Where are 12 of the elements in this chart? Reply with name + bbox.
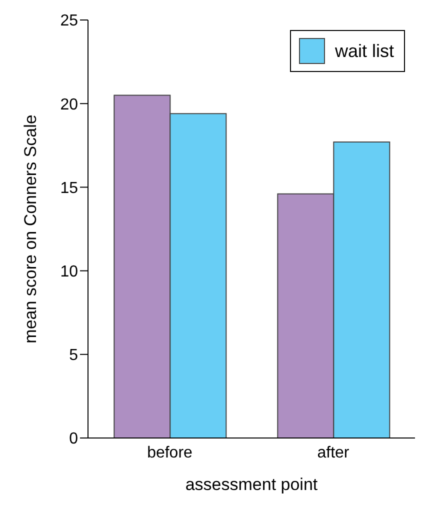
legend-box: wait list: [290, 30, 405, 72]
y-axis-title: mean score on Conners Scale: [21, 114, 40, 344]
y-tick-label: 25: [60, 12, 78, 30]
x-tick-label: after: [317, 444, 350, 462]
y-tick-label: 15: [60, 180, 78, 197]
x-axis-title: assessment point: [185, 475, 318, 494]
x-tick-label: before: [147, 444, 193, 462]
legend-label: wait list: [334, 40, 394, 62]
y-tick-label: 0: [69, 430, 78, 448]
y-tick-label: 5: [69, 347, 78, 364]
y-tick-label: 10: [60, 263, 78, 280]
y-tick-label: 20: [60, 96, 78, 114]
